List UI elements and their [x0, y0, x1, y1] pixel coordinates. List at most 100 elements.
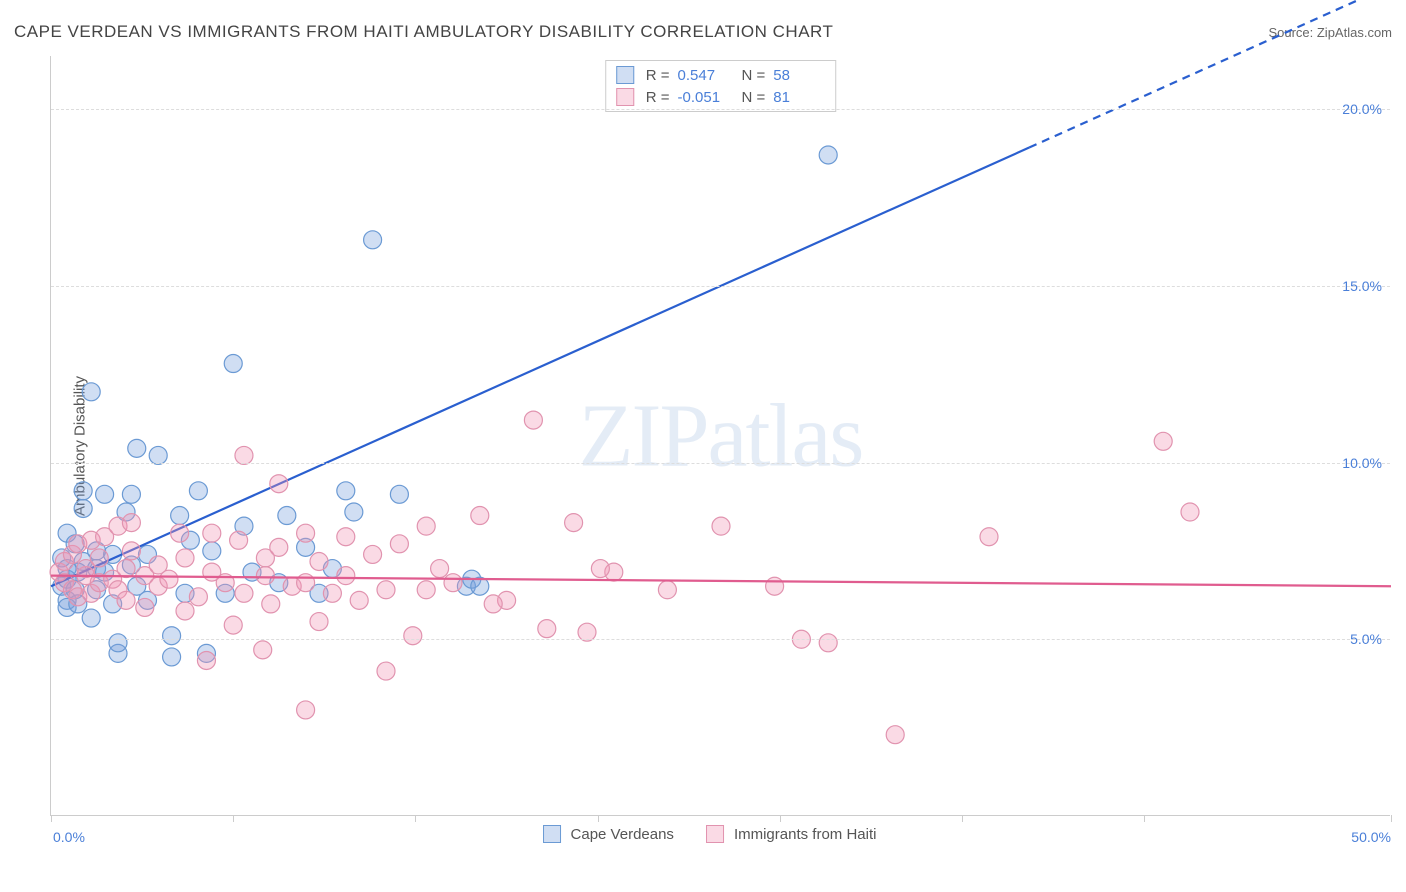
- legend-r-label: R =: [646, 89, 670, 106]
- correlation-legend: R = 0.547 N = 58 R = -0.051 N = 81: [605, 60, 837, 112]
- data-point: [1181, 503, 1199, 521]
- legend-swatch: [616, 88, 634, 106]
- data-point: [224, 355, 242, 373]
- data-point: [197, 651, 215, 669]
- data-point: [270, 475, 288, 493]
- data-point: [203, 524, 221, 542]
- legend-r-value: -0.051: [678, 89, 730, 106]
- data-point: [484, 595, 502, 613]
- data-point: [189, 588, 207, 606]
- data-point: [310, 552, 328, 570]
- data-point: [254, 641, 272, 659]
- x-tick: [233, 815, 234, 822]
- data-point: [538, 620, 556, 638]
- data-point: [980, 528, 998, 546]
- data-point: [297, 701, 315, 719]
- data-point: [310, 613, 328, 631]
- legend-n-value: 81: [773, 89, 825, 106]
- x-tick: [1391, 815, 1392, 822]
- data-point: [364, 545, 382, 563]
- gridline: [51, 463, 1390, 464]
- legend-swatch: [706, 825, 724, 843]
- regression-line: [51, 148, 1029, 587]
- data-point: [96, 485, 114, 503]
- data-point: [122, 485, 140, 503]
- data-point: [390, 535, 408, 553]
- legend-n-label: N =: [742, 89, 766, 106]
- legend-row: R = -0.051 N = 81: [616, 86, 826, 108]
- data-point: [176, 549, 194, 567]
- data-point: [712, 517, 730, 535]
- data-point: [117, 591, 135, 609]
- series-legend: Cape VerdeansImmigrants from Haiti: [543, 825, 899, 843]
- chart-header: CAPE VERDEAN VS IMMIGRANTS FROM HAITI AM…: [14, 22, 1392, 42]
- y-tick-label: 10.0%: [1342, 455, 1382, 471]
- legend-row: R = 0.547 N = 58: [616, 64, 826, 86]
- data-point: [74, 499, 92, 517]
- data-point: [163, 627, 181, 645]
- data-point: [82, 609, 100, 627]
- data-point: [524, 411, 542, 429]
- data-point: [417, 581, 435, 599]
- data-point: [886, 726, 904, 744]
- data-point: [163, 648, 181, 666]
- data-point: [350, 591, 368, 609]
- data-point: [122, 514, 140, 532]
- x-tick: [51, 815, 52, 822]
- data-point: [160, 570, 178, 588]
- data-point: [819, 634, 837, 652]
- data-point: [377, 581, 395, 599]
- gridline: [51, 286, 1390, 287]
- data-point: [658, 581, 676, 599]
- data-point: [278, 507, 296, 525]
- data-point: [323, 584, 341, 602]
- data-point: [297, 574, 315, 592]
- data-point: [171, 507, 189, 525]
- data-point: [565, 514, 583, 532]
- data-point: [262, 595, 280, 613]
- data-point: [189, 482, 207, 500]
- x-tick: [598, 815, 599, 822]
- y-tick-label: 5.0%: [1350, 631, 1382, 647]
- data-point: [74, 482, 92, 500]
- data-point: [766, 577, 784, 595]
- legend-n-value: 58: [773, 67, 825, 84]
- gridline: [51, 109, 1390, 110]
- legend-swatch: [616, 66, 634, 84]
- data-point: [171, 524, 189, 542]
- data-point: [82, 383, 100, 401]
- data-point: [431, 560, 449, 578]
- data-point: [256, 567, 274, 585]
- data-point: [444, 574, 462, 592]
- data-point: [122, 542, 140, 560]
- legend-series-label: Immigrants from Haiti: [734, 826, 877, 843]
- data-point: [203, 542, 221, 560]
- x-tick: [1144, 815, 1145, 822]
- data-point: [471, 507, 489, 525]
- data-point: [364, 231, 382, 249]
- y-tick-label: 20.0%: [1342, 101, 1382, 117]
- chart-svg: [51, 56, 1390, 815]
- data-point: [1154, 432, 1172, 450]
- data-point: [270, 538, 288, 556]
- data-point: [176, 602, 194, 620]
- gridline: [51, 639, 1390, 640]
- data-point: [337, 528, 355, 546]
- x-tick: [962, 815, 963, 822]
- data-point: [230, 531, 248, 549]
- legend-r-label: R =: [646, 67, 670, 84]
- data-point: [345, 503, 363, 521]
- plot-area: ZIPatlas R =0.547N =58R =-0.051N =81 5.0…: [50, 56, 1390, 816]
- legend-r-value: 0.547: [678, 67, 730, 84]
- data-point: [337, 567, 355, 585]
- chart-title: CAPE VERDEAN VS IMMIGRANTS FROM HAITI AM…: [14, 22, 833, 42]
- legend-n-label: N =: [742, 67, 766, 84]
- x-tick: [415, 815, 416, 822]
- legend-swatch: [543, 825, 561, 843]
- data-point: [404, 627, 422, 645]
- data-point: [337, 482, 355, 500]
- data-point: [90, 549, 108, 567]
- data-point: [128, 439, 146, 457]
- data-point: [235, 584, 253, 602]
- data-point: [377, 662, 395, 680]
